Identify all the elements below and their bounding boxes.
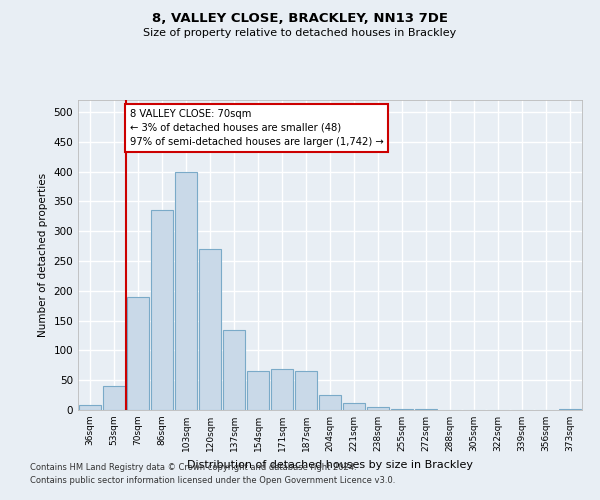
Bar xyxy=(127,296,149,410)
X-axis label: Distribution of detached houses by size in Brackley: Distribution of detached houses by size … xyxy=(187,460,473,469)
Bar xyxy=(151,210,173,410)
Bar xyxy=(79,405,101,410)
Text: Contains public sector information licensed under the Open Government Licence v3: Contains public sector information licen… xyxy=(30,476,395,485)
Bar xyxy=(103,386,125,410)
Bar xyxy=(319,395,341,410)
Text: 8, VALLEY CLOSE, BRACKLEY, NN13 7DE: 8, VALLEY CLOSE, BRACKLEY, NN13 7DE xyxy=(152,12,448,26)
Bar xyxy=(295,371,317,410)
Bar xyxy=(223,330,245,410)
Bar xyxy=(271,370,293,410)
Text: 8 VALLEY CLOSE: 70sqm
← 3% of detached houses are smaller (48)
97% of semi-detac: 8 VALLEY CLOSE: 70sqm ← 3% of detached h… xyxy=(130,109,383,147)
Bar xyxy=(199,249,221,410)
Text: Contains HM Land Registry data © Crown copyright and database right 2024.: Contains HM Land Registry data © Crown c… xyxy=(30,464,356,472)
Bar xyxy=(247,371,269,410)
Bar xyxy=(367,407,389,410)
Bar xyxy=(391,409,413,410)
Y-axis label: Number of detached properties: Number of detached properties xyxy=(38,173,48,337)
Text: Size of property relative to detached houses in Brackley: Size of property relative to detached ho… xyxy=(143,28,457,38)
Bar xyxy=(175,172,197,410)
Bar xyxy=(343,403,365,410)
